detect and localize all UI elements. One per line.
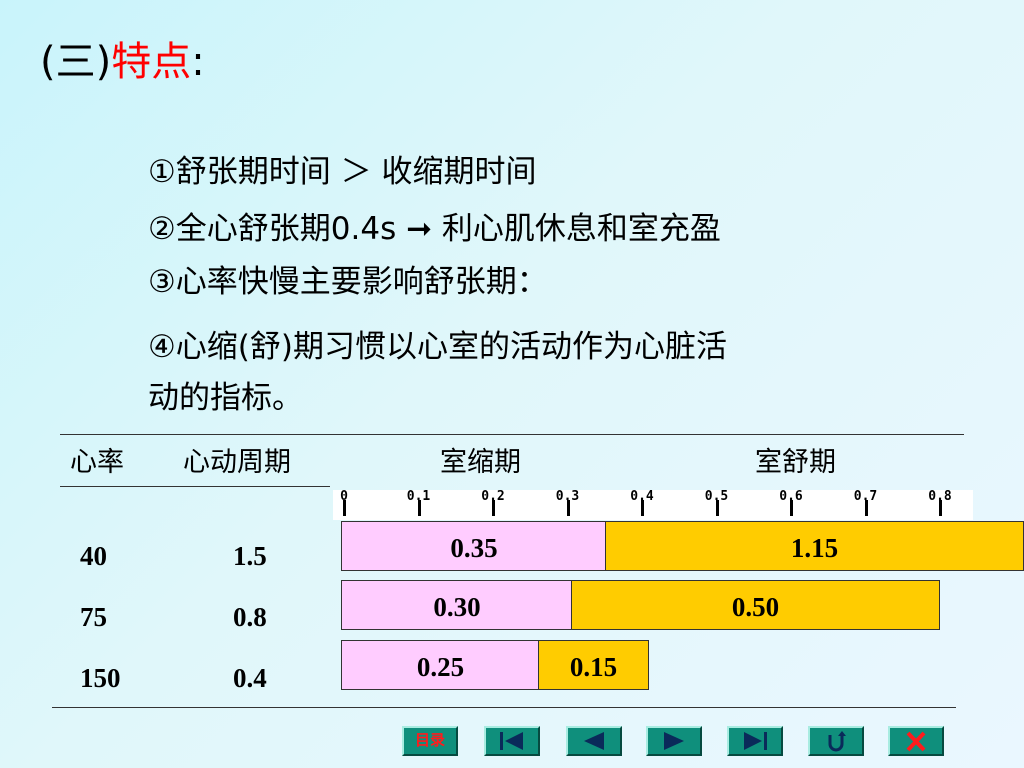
toc-button[interactable]: 目录 [402, 726, 458, 756]
scale-tick [641, 500, 644, 516]
scale-tick [417, 500, 421, 516]
scale-tick-label: 0.8 [928, 489, 952, 504]
header-rule [60, 486, 330, 487]
scale-tick-label: 0.2 [481, 489, 505, 504]
scale-tick-label: 0.6 [779, 489, 803, 504]
next-slide-button[interactable] [646, 726, 702, 756]
header-period: 心动周期 [183, 447, 291, 478]
row-1-systole-bar: 0.35 [341, 521, 607, 571]
time-scale: 0 0.1 0.2 0.3 0.4 0.5 0.6 0.7 0.8 [333, 490, 973, 520]
toc-button-label: 目录 [414, 731, 445, 749]
scale-tick [566, 500, 570, 516]
scale-tick [790, 500, 793, 516]
row-3-systole-bar: 0.25 [341, 640, 540, 690]
close-icon [906, 731, 926, 752]
point-3: ③心率快慢主要影响舒张期： [148, 264, 548, 300]
scale-tick-label: 0.1 [406, 489, 431, 504]
scale-tick [343, 500, 346, 516]
scale-tick-label: 0 [340, 489, 348, 504]
point-1: ①舒张期时间 ＞ 收缩期时间 [148, 154, 537, 190]
first-icon [500, 732, 523, 750]
row-1-rate: 40 [80, 541, 107, 571]
scale-tick-label: 0.3 [555, 489, 580, 504]
scale-tick [715, 500, 719, 516]
exit-button[interactable] [888, 726, 944, 756]
table-bottom-rule [52, 707, 956, 708]
row-2-period: 0.8 [233, 602, 267, 632]
point-4: ④心缩(舒)期习惯以心室的活动作为心脏活 [148, 329, 727, 365]
title-colon: : [191, 39, 205, 85]
previous-icon [584, 732, 604, 750]
scale-tick [492, 500, 495, 516]
last-slide-button[interactable] [727, 726, 783, 756]
row-1-period: 1.5 [233, 541, 267, 571]
row-1-diastole-bar: 1.15 [605, 521, 1024, 571]
return-button[interactable] [808, 726, 864, 756]
last-icon [744, 732, 767, 750]
table-top-rule [60, 434, 964, 435]
scale-tick-label: 0.7 [853, 489, 878, 504]
scale-tick-label: 0.5 [704, 489, 729, 504]
header-diastole: 室舒期 [755, 447, 836, 478]
row-3-diastole-bar: 0.15 [538, 640, 649, 690]
row-3-period: 0.4 [233, 663, 267, 693]
point-4-cont: 动的指标。 [148, 380, 303, 416]
row-2-rate: 75 [80, 602, 107, 632]
header-systole: 室缩期 [440, 447, 521, 478]
slide-title: (三)特点: [40, 38, 205, 86]
scale-tick [864, 500, 868, 516]
title-keyword: 特点 [111, 39, 192, 85]
return-icon [828, 731, 846, 752]
header-rate: 心率 [70, 447, 124, 478]
title-paren: (三) [40, 39, 112, 85]
previous-slide-button[interactable] [566, 726, 622, 756]
row-2-systole-bar: 0.30 [341, 580, 573, 630]
point-2: ②全心舒张期0.4s ➞ 利心肌休息和室充盈 [148, 211, 721, 247]
scale-tick [939, 500, 942, 516]
first-slide-button[interactable] [484, 726, 540, 756]
next-icon [664, 732, 684, 750]
row-3-rate: 150 [80, 663, 121, 693]
scale-tick-label: 0.4 [630, 489, 654, 504]
row-2-diastole-bar: 0.50 [571, 580, 940, 630]
